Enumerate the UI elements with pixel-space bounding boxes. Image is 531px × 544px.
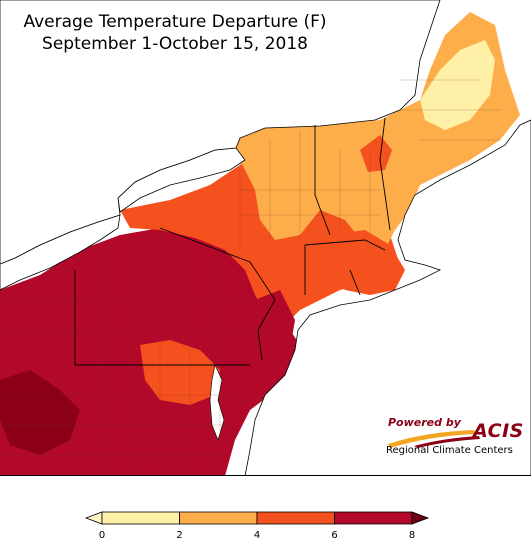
county-lines: [0, 79, 500, 470]
legend-tick-label: 4: [253, 530, 261, 541]
temperature-map: [0, 0, 531, 475]
legend-tick-label: 6: [331, 530, 338, 541]
region-0-2-maine: [420, 40, 495, 130]
legend-bin-1: [179, 511, 258, 525]
legend-tick-label: 8: [408, 530, 416, 541]
atlantic-ocean: [244, 119, 531, 475]
chesapeake-bay: [209, 364, 225, 441]
region-6-8-pa: [148, 270, 225, 345]
legend-bin-3: [334, 511, 413, 525]
region-4-6-nh: [360, 135, 392, 172]
legend-bin-0: [101, 511, 180, 525]
legend-tick-label: 2: [176, 530, 183, 541]
legend-over-arrow: [411, 511, 430, 525]
logo-subtitle: Regional Climate Centers: [386, 445, 513, 456]
canada-area: [0, 0, 441, 265]
legend-colorbar: [84, 511, 430, 525]
color-legend: 0 2 4 6 8: [80, 506, 440, 542]
swoosh-icon: [388, 430, 480, 448]
region-6-8-wv: [0, 370, 80, 455]
map-panel: Average Temperature Departure (F) Septem…: [0, 0, 531, 476]
legend-under-arrow: [84, 511, 103, 525]
region-6-8-nj: [255, 290, 295, 380]
legend-tick-label: 0: [98, 530, 106, 541]
region-4-6-ma-ct: [320, 230, 405, 295]
legend-bin-2: [256, 511, 335, 525]
map-title-line1: Average Temperature Departure (F): [23, 12, 327, 32]
map-title-line2: September 1-October 15, 2018: [42, 34, 308, 54]
logo-brand: ACIS: [473, 420, 524, 442]
state-borders: [74, 117, 391, 366]
acis-logo: Powered by ACIS Regional Climate Centers: [384, 416, 523, 458]
logo-powered-by: Powered by: [388, 416, 461, 429]
